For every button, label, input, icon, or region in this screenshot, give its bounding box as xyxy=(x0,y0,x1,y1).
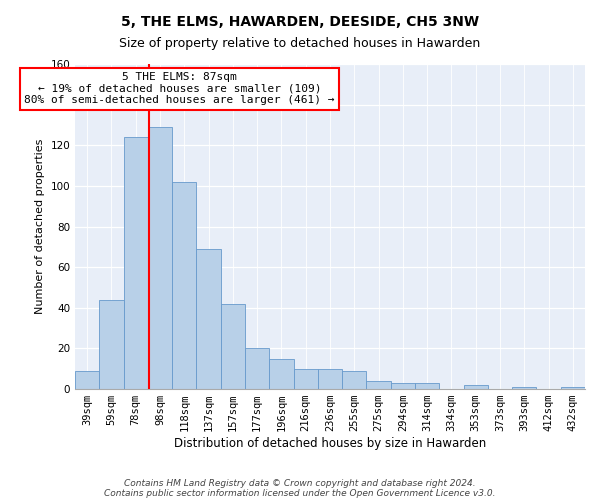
Bar xyxy=(148,127,172,389)
Bar xyxy=(415,383,439,389)
Bar xyxy=(172,182,196,389)
Bar xyxy=(391,383,415,389)
Bar xyxy=(464,385,488,389)
Bar xyxy=(75,371,100,389)
Text: 5 THE ELMS: 87sqm
← 19% of detached houses are smaller (109)
80% of semi-detache: 5 THE ELMS: 87sqm ← 19% of detached hous… xyxy=(24,72,335,106)
Text: Contains public sector information licensed under the Open Government Licence v3: Contains public sector information licen… xyxy=(104,488,496,498)
Bar xyxy=(342,371,367,389)
Text: 5, THE ELMS, HAWARDEN, DEESIDE, CH5 3NW: 5, THE ELMS, HAWARDEN, DEESIDE, CH5 3NW xyxy=(121,15,479,29)
Text: Contains HM Land Registry data © Crown copyright and database right 2024.: Contains HM Land Registry data © Crown c… xyxy=(124,478,476,488)
Bar xyxy=(196,249,221,389)
Bar xyxy=(367,381,391,389)
Y-axis label: Number of detached properties: Number of detached properties xyxy=(35,139,45,314)
Bar xyxy=(100,300,124,389)
Bar xyxy=(318,369,342,389)
Bar xyxy=(293,369,318,389)
Bar xyxy=(245,348,269,389)
Bar xyxy=(512,387,536,389)
Bar xyxy=(221,304,245,389)
Bar xyxy=(124,137,148,389)
Bar xyxy=(269,358,293,389)
Bar xyxy=(561,387,585,389)
X-axis label: Distribution of detached houses by size in Hawarden: Distribution of detached houses by size … xyxy=(174,437,486,450)
Text: Size of property relative to detached houses in Hawarden: Size of property relative to detached ho… xyxy=(119,38,481,51)
